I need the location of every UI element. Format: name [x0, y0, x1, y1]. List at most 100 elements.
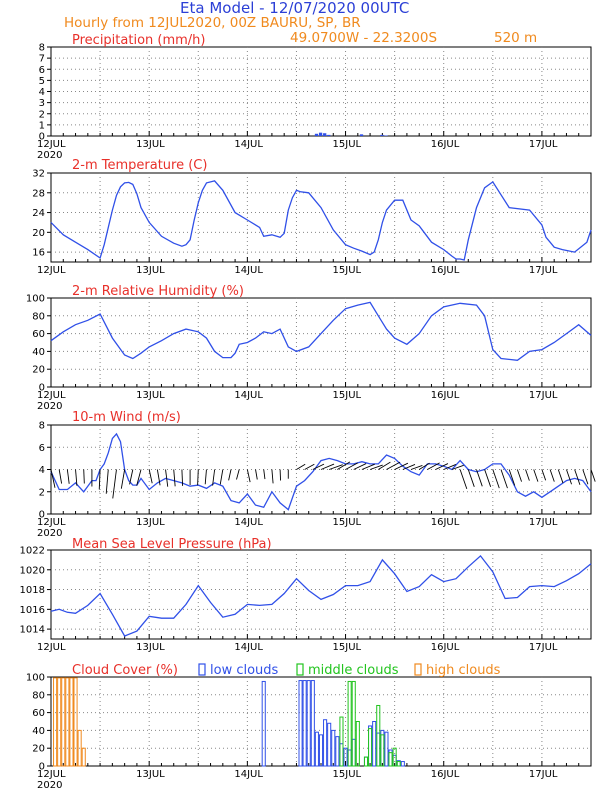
wind-barb — [451, 464, 464, 470]
y-tick-label: 0 — [39, 510, 45, 521]
wind-barb — [105, 469, 109, 494]
panel-title-rh: 2-m Relative Humidity (%) — [72, 284, 244, 299]
legend-label-high: high clouds — [426, 663, 501, 678]
y-tick-label: 4 — [39, 465, 45, 476]
wind-barb — [443, 464, 457, 470]
x-day-label: 17JUL — [529, 769, 558, 780]
y-tick-label: 20 — [32, 744, 45, 755]
wind-barb — [394, 462, 409, 470]
cloud-bar-low — [302, 680, 307, 767]
wind-barb — [255, 469, 258, 480]
cloud-bar-high — [65, 677, 70, 767]
cloud-bar-middle — [355, 721, 360, 767]
cloud-bar-middle — [368, 728, 373, 767]
cloud-bar-low — [261, 680, 266, 767]
cloud-bar-low — [384, 731, 389, 767]
y-tick-label: 1 — [39, 120, 45, 131]
x-day-label: 13JUL — [136, 769, 165, 780]
wind-barb — [329, 464, 343, 470]
legend-swatch-high — [414, 663, 422, 676]
x-day-label: 15JUL — [333, 769, 362, 780]
cloud-bar-low — [335, 736, 340, 767]
cloud-bar-middle — [363, 756, 369, 767]
y-tick-label: 40 — [32, 726, 45, 737]
x-day-label: 14JUL — [234, 642, 263, 653]
cloud-bar-low — [306, 680, 311, 767]
cloud-bar-low — [327, 722, 332, 767]
wind-barb — [590, 469, 596, 482]
x-day-label: 16JUL — [431, 139, 460, 150]
wind-barb — [541, 469, 547, 481]
plot-frame-mslp — [50, 549, 592, 640]
wind-barb — [386, 461, 401, 470]
wind-barb — [361, 463, 375, 470]
wind-barb — [516, 469, 522, 482]
precip-bar — [323, 133, 327, 136]
plot-frame-cloud — [50, 676, 592, 767]
precip-bar — [359, 134, 364, 136]
cloud-bar-high — [73, 677, 78, 767]
wind-barb — [402, 464, 416, 470]
panel-mslp: 1014 1016 1018 1020 1022 12JUL 13JUL 14JUL 15JUL… — [20, 537, 592, 653]
x-day-label: 16JUL — [431, 517, 460, 528]
cloud-bar-low — [400, 761, 405, 767]
y-tick-label: 1020 — [20, 565, 45, 576]
wind-barb — [98, 469, 101, 490]
wind-barb — [165, 469, 169, 487]
cloud-bar-middle — [392, 747, 397, 767]
wind-barb — [467, 469, 475, 487]
x-day-label: 16JUL — [431, 769, 460, 780]
wind-barb — [557, 469, 564, 484]
wind-barb — [58, 469, 63, 484]
wind-barb — [378, 461, 391, 470]
x-day-label: 13JUL — [136, 265, 165, 276]
cloud-bar-high — [77, 729, 82, 767]
cloud-bar-middle — [388, 752, 393, 767]
wind-barb — [312, 463, 325, 470]
cloud-bar-high — [57, 677, 62, 767]
panel-title-temp: 2-m Temperature (C) — [72, 158, 207, 173]
y-tick-label: 32 — [32, 169, 45, 180]
cloud-bar-high — [69, 677, 74, 767]
x-day-label: 12JUL — [37, 139, 66, 150]
x-year-label: 2020 — [37, 150, 62, 161]
wind-barb — [418, 462, 430, 470]
x-day-label: 14JUL — [234, 139, 263, 150]
legend-label-low: low clouds — [210, 663, 279, 678]
wind-barb — [148, 469, 153, 484]
legend-swatch-low — [198, 663, 206, 676]
cloud-bar-middle — [396, 761, 401, 767]
series-line-temp — [50, 180, 592, 261]
y-tick-label: 60 — [32, 708, 45, 719]
cloud-bar-middle — [376, 704, 381, 767]
y-tick-label: 100 — [26, 294, 45, 305]
panel-temp: 16 20 24 28 32 12JUL 13JUL 14JUL 15JUL 16JUL 17JUL… — [32, 158, 592, 276]
coordinates: 49.0700W - 22.3200S — [290, 30, 437, 46]
header: Eta Model - 12/07/2020 00UTC Hourly from… — [64, 0, 537, 46]
x-day-label: 17JUL — [529, 517, 558, 528]
x-day-label: 16JUL — [431, 390, 460, 401]
x-day-label: 15JUL — [333, 139, 362, 150]
wind-barb — [304, 463, 315, 470]
wind-barb — [525, 469, 530, 481]
x-day-label: 17JUL — [529, 642, 558, 653]
plot-frame-rh — [50, 297, 592, 388]
x-day-label: 12JUL — [37, 390, 66, 401]
cloud-bar-middle — [351, 680, 356, 767]
wind-barb — [120, 469, 126, 489]
x-day-label: 15JUL — [333, 642, 362, 653]
x-day-label: 12JUL — [37, 769, 66, 780]
y-tick-label: 1014 — [20, 625, 45, 636]
legend-label-middle: middle clouds — [308, 663, 399, 678]
x-day-label: 13JUL — [136, 517, 165, 528]
y-tick-label: 16 — [32, 248, 45, 259]
wind-barb — [427, 462, 440, 470]
wind-barb — [271, 469, 274, 484]
x-day-label: 13JUL — [136, 139, 165, 150]
panel-rh: 0 20 40 60 80 100 12JUL 13JUL 14JUL 15JUL 16JUL 17J… — [26, 284, 592, 412]
precip-bar — [327, 134, 331, 136]
y-tick-label: 20 — [32, 228, 45, 239]
wind-barb — [219, 469, 224, 485]
y-tick-label: 8 — [39, 43, 45, 54]
wind-barb — [156, 469, 161, 486]
